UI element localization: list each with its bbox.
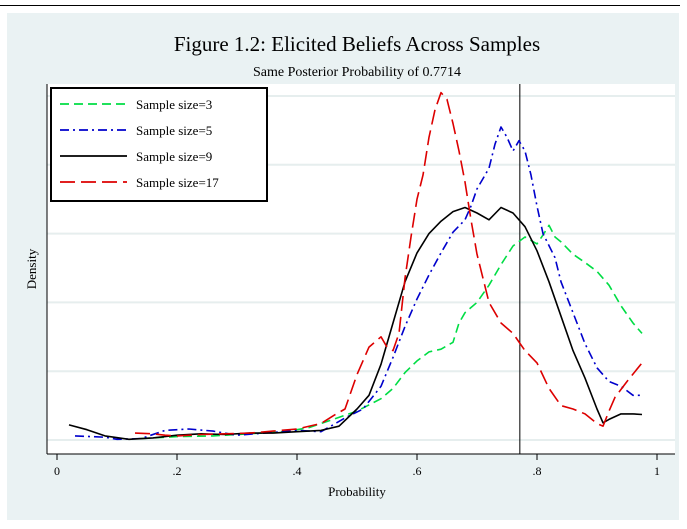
x-tick-label-1: .2	[173, 464, 182, 478]
chart-title: Figure 1.2: Elicited Beliefs Across Samp…	[174, 32, 540, 56]
series-layer	[68, 91, 643, 441]
x-ticks: 0 .2 .4 .6 .8 1	[54, 454, 660, 478]
legend-label-3: Sample size=17	[136, 175, 219, 190]
series-line-0	[140, 224, 643, 440]
chart-subtitle: Same Posterior Probability of 0.7714	[253, 65, 461, 80]
x-axis-label: Probability	[328, 484, 386, 499]
x-tick-label-2: .4	[293, 464, 302, 478]
x-tick-label-4: .8	[533, 464, 542, 478]
legend: Sample size=3 Sample size=5 Sample size=9 S…	[50, 87, 268, 202]
x-tick-label-0: 0	[54, 464, 60, 478]
series-line-1	[74, 126, 642, 441]
y-axis-label: Density	[24, 248, 39, 289]
top-rule	[0, 5, 680, 6]
legend-label-1: Sample size=5	[136, 123, 212, 138]
x-tick-label-5: 1	[654, 464, 660, 478]
legend-label-0: Sample size=3	[136, 97, 212, 112]
legend-label-2: Sample size=9	[136, 149, 212, 164]
x-tick-label-3: .6	[413, 464, 422, 478]
series-line-3	[134, 91, 643, 437]
